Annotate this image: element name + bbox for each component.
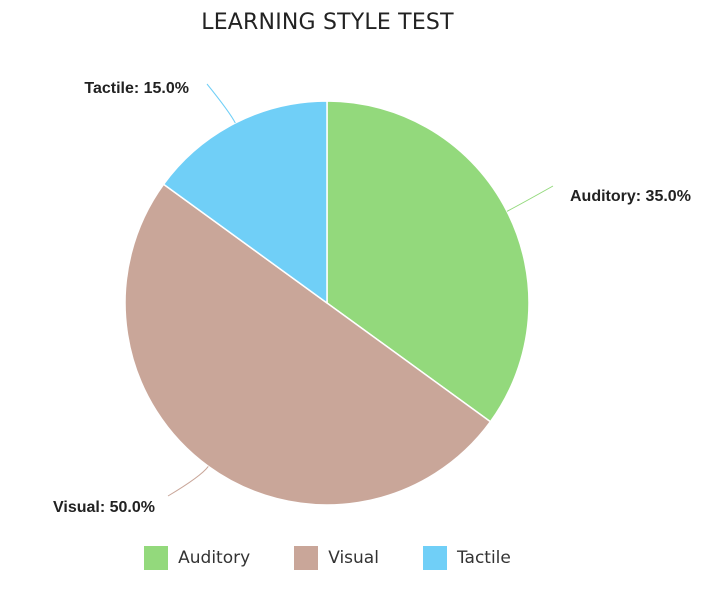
data-label-auditory: Auditory: 35.0% bbox=[570, 188, 691, 205]
pie-slice-tactile[interactable] bbox=[162, 100, 328, 304]
legend-item-auditory[interactable]: Auditory bbox=[144, 546, 250, 570]
legend-swatch-tactile bbox=[422, 546, 447, 570]
data-label-tactile: Tactile: 15.0% bbox=[84, 80, 189, 97]
label-connector-auditory bbox=[506, 185, 554, 212]
label-connector-tactile bbox=[206, 83, 236, 124]
pie-slice-visual[interactable] bbox=[124, 183, 492, 506]
chart-title: LEARNING STYLE TEST bbox=[201, 10, 454, 35]
legend-item-visual[interactable]: Visual bbox=[294, 546, 379, 570]
legend-label-tactile: Tactile bbox=[456, 548, 511, 568]
legend-swatch-visual bbox=[294, 546, 319, 570]
legend-item-tactile[interactable]: Tactile bbox=[422, 546, 511, 570]
label-connector-visual bbox=[167, 466, 209, 497]
legend-swatch-auditory bbox=[144, 546, 169, 570]
chart-legend: Auditory Visual Tactile bbox=[0, 546, 655, 570]
pie-slice-auditory[interactable] bbox=[326, 100, 530, 423]
data-label-visual: Visual: 50.0% bbox=[53, 499, 155, 516]
legend-label-visual: Visual bbox=[328, 548, 379, 568]
legend-label-auditory: Auditory bbox=[178, 548, 251, 568]
